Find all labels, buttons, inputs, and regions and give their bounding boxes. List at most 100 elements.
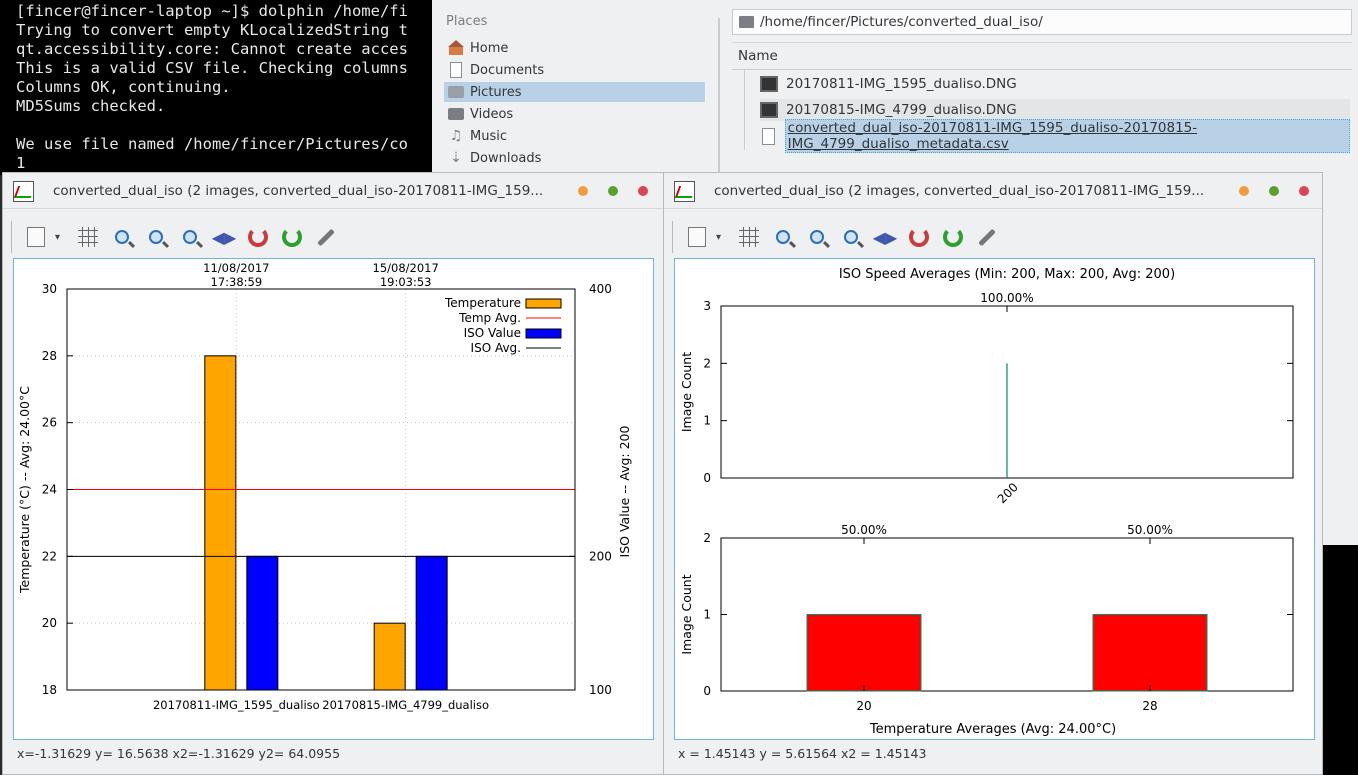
file-row[interactable]: 20170811-IMG_1595_dualiso.DNG: [760, 73, 1350, 95]
y-axis-label: Temperature (°C) -- Avg: 24.00°C: [17, 386, 32, 594]
export-icon: [688, 227, 706, 247]
flip-button[interactable]: ◀▶: [209, 222, 239, 252]
x-tick-label: 20170811-IMG_1595_dualiso: [153, 698, 320, 712]
place-documents[interactable]: Documents: [444, 60, 705, 80]
window-title: converted_dual_iso (2 images, converted_…: [53, 183, 544, 199]
y-tick-label: 30: [42, 282, 57, 296]
panel-splitter[interactable]: [718, 18, 720, 175]
minimize-button[interactable]: [1239, 186, 1249, 196]
places-panel: Places Home Documents Pictures Videos ♫ M…: [432, 0, 716, 175]
grid-button[interactable]: [734, 222, 764, 252]
top-date-label: 15/08/2017: [373, 261, 439, 275]
y-tick-label: 3: [703, 299, 711, 313]
terminal-output[interactable]: [fincer@fincer-laptop ~]$ dolphin /home/…: [0, 0, 432, 175]
wrench-icon: [978, 228, 996, 246]
terminal-line: This is a valid CSV file. Checking colum…: [16, 59, 408, 77]
terminal-line: We use file named /home/fincer/Pictures/…: [16, 135, 408, 153]
zoom-out-button[interactable]: [107, 222, 137, 252]
zoom-in-icon: [810, 230, 824, 244]
y-tick-label: 20: [42, 616, 57, 630]
y2-tick-label: 200: [589, 549, 612, 563]
zoom-fit-button[interactable]: [175, 222, 205, 252]
temperature-iso-chart: 18 20 22 24 26 28 30 100 200 400 20170811-IMG_1595…: [17, 261, 632, 712]
status-bar: x = 1.45143 y = 5.61564 x2 = 1.45143: [678, 746, 927, 761]
export-dropdown[interactable]: ▾: [55, 231, 61, 243]
grid-button[interactable]: [73, 222, 103, 252]
redo-icon: [282, 227, 302, 247]
column-header-name[interactable]: Name: [732, 42, 1352, 70]
place-music[interactable]: ♫ Music: [449, 128, 507, 144]
export-button[interactable]: [682, 222, 712, 252]
videos-icon: [448, 108, 464, 120]
place-downloads[interactable]: ⇣ Downloads: [444, 148, 705, 168]
maximize-button[interactable]: [608, 186, 618, 196]
undo-icon: [909, 227, 929, 247]
terminal-line: Columns OK, continuing.: [16, 78, 231, 96]
place-home[interactable]: Home: [444, 38, 705, 58]
titlebar[interactable]: converted_dual_iso (2 images, converted_…: [3, 173, 663, 209]
zoom-fit-button[interactable]: [836, 222, 866, 252]
file-row[interactable]: 20170815-IMG_4799_dualiso.DNG: [760, 99, 1350, 121]
percent-label: 100.00%: [980, 291, 1033, 305]
percent-label: 50.00%: [841, 523, 887, 537]
redo-button[interactable]: [277, 222, 307, 252]
toolbar-handle[interactable]: [11, 221, 13, 253]
flip-icon: ◀▶: [872, 227, 898, 247]
x-axis-label: Temperature Averages (Avg: 24.00°C): [869, 722, 1116, 737]
file-manager-window: Places Home Documents Pictures Videos ♫ M…: [432, 0, 1358, 175]
x-tick-label: 200: [995, 480, 1021, 506]
y-tick-label: 1: [703, 608, 711, 622]
y-tick-label: 22: [42, 549, 57, 563]
undo-button[interactable]: [904, 222, 934, 252]
file-row-selected[interactable]: converted_dual_iso-20170811-IMG_1595_dua…: [760, 119, 1350, 153]
histogram-bar: [1092, 614, 1208, 692]
legend-swatch: [525, 298, 562, 309]
y-axis-label: Image Count: [679, 352, 694, 432]
y-tick-label: 2: [703, 531, 711, 545]
y-tick-label: 24: [42, 483, 57, 497]
close-button[interactable]: [1299, 186, 1309, 196]
close-button[interactable]: [638, 186, 648, 196]
maximize-button[interactable]: [1269, 186, 1279, 196]
export-button[interactable]: [21, 222, 51, 252]
zoom-in-button[interactable]: [802, 222, 832, 252]
minimize-button[interactable]: [578, 186, 588, 196]
redo-button[interactable]: [938, 222, 968, 252]
export-dropdown[interactable]: ▾: [716, 231, 722, 243]
plot-canvas[interactable]: ISO Speed Averages (Min: 200, Max: 200, …: [674, 258, 1315, 740]
image-file-icon: [760, 102, 778, 118]
y-tick-label: 2: [703, 356, 711, 370]
folder-icon: [739, 16, 754, 28]
toolbar-handle[interactable]: [672, 221, 674, 253]
settings-button[interactable]: [311, 222, 341, 252]
legend-label: Temp Avg.: [458, 311, 521, 325]
location-bar[interactable]: /home/fincer/Pictures/converted_dual_iso…: [732, 9, 1352, 35]
titlebar[interactable]: converted_dual_iso (2 images, converted_…: [664, 173, 1322, 209]
undo-icon: [248, 227, 268, 247]
undo-button[interactable]: [243, 222, 273, 252]
window-title: converted_dual_iso (2 images, converted_…: [714, 183, 1205, 199]
zoom-out-button[interactable]: [768, 222, 798, 252]
place-pictures[interactable]: Pictures: [444, 82, 705, 102]
plot-canvas[interactable]: 18 20 22 24 26 28 30 100 200 400 20170811-IMG_1595…: [13, 258, 654, 740]
legend-swatch: [525, 328, 562, 339]
percent-label: 50.00%: [1127, 523, 1173, 537]
settings-button[interactable]: [972, 222, 1002, 252]
y-tick-label: 18: [42, 683, 57, 697]
top-date-label: 11/08/2017: [203, 261, 269, 275]
y-tick-label: 0: [703, 684, 711, 698]
gnuplot-app-icon: [674, 181, 695, 202]
document-icon: [450, 62, 462, 78]
image-file-icon: [760, 76, 778, 92]
place-videos[interactable]: Videos: [444, 104, 705, 124]
grid-icon: [739, 227, 759, 247]
y-axis-label: Image Count: [679, 574, 694, 654]
pictures-icon: [448, 86, 464, 98]
zoom-fit-icon: [844, 230, 858, 244]
histogram-charts: ISO Speed Averages (Min: 200, Max: 200, …: [679, 267, 1294, 737]
y-tick-label: 1: [703, 414, 711, 428]
zoom-out-icon: [115, 230, 129, 244]
zoom-in-button[interactable]: [141, 222, 171, 252]
legend-label: ISO Avg.: [471, 341, 521, 355]
flip-button[interactable]: ◀▶: [870, 222, 900, 252]
